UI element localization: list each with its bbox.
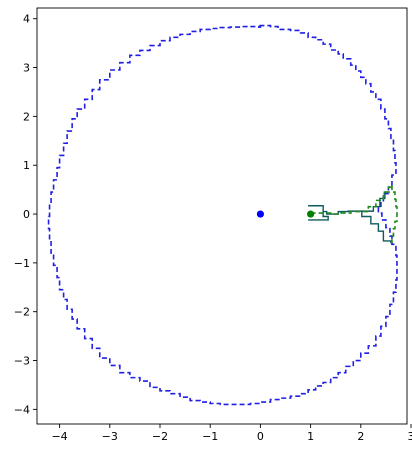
- series-line-0: [47, 24, 398, 406]
- series-line-2: [308, 211, 329, 221]
- y-tick-label: 0: [23, 208, 30, 221]
- data-point-1: [307, 210, 315, 218]
- y-tick-label: −2: [14, 306, 30, 319]
- x-tick-label: 3: [408, 430, 412, 443]
- x-tick-label: −4: [51, 430, 67, 443]
- x-tick-label: 0: [257, 430, 264, 443]
- y-tick-label: 1: [23, 159, 30, 172]
- x-tick-label: −1: [202, 430, 218, 443]
- y-tick-label: −4: [14, 403, 30, 416]
- x-tick-label: 2: [357, 430, 364, 443]
- y-tick-label: −1: [14, 257, 30, 270]
- x-tick-label: −3: [102, 430, 118, 443]
- series-group: [47, 24, 398, 406]
- plot-frame: [36, 7, 408, 425]
- x-tick-label: 1: [307, 430, 314, 443]
- y-tick-label: 3: [23, 62, 30, 75]
- series-line-3: [361, 191, 390, 212]
- y-tick-label: −3: [14, 355, 30, 368]
- y-tick-label: 4: [23, 13, 30, 26]
- series-line-4: [310, 184, 398, 244]
- data-point-0: [256, 210, 265, 218]
- x-tick-label: −2: [152, 430, 168, 443]
- y-tick-label: 2: [23, 110, 30, 123]
